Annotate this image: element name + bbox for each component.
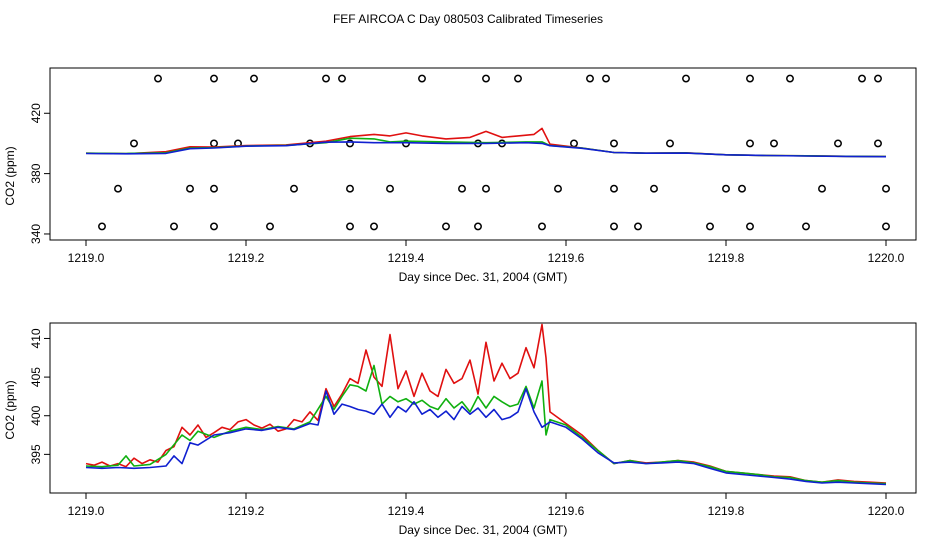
top-marker-point [130, 139, 138, 148]
bottom-x-tick-label: 1219.4 [388, 504, 425, 518]
bottom-y-tick-label: 410 [29, 328, 43, 348]
top-y-tick-label: 380 [29, 163, 43, 183]
top-marker-point [722, 184, 730, 193]
top-marker-point [682, 74, 690, 83]
top-marker-point [706, 222, 714, 231]
bottom-y-axis-label: CO2 (ppm) [3, 380, 17, 439]
top-marker-point [154, 74, 162, 83]
top-marker-point [290, 184, 298, 193]
top-marker-point [418, 74, 426, 83]
top-marker-point [514, 74, 522, 83]
top-marker-point [834, 139, 842, 148]
top-marker-point [786, 74, 794, 83]
top-marker-point [586, 74, 594, 83]
top-marker-point [482, 184, 490, 193]
top-marker-point [186, 184, 194, 193]
top-marker-point [338, 74, 346, 83]
top-series [85, 127, 887, 158]
top-marker-point [554, 184, 562, 193]
top-marker-point [770, 139, 778, 148]
bottom-x-tick-label: 1220.0 [868, 504, 905, 518]
top-marker-point [386, 184, 394, 193]
chart-title: FEF AIRCOA C Day 080503 Calibrated Times… [333, 12, 603, 26]
top-marker-point [210, 74, 218, 83]
top-y-tick-label: 420 [29, 103, 43, 123]
top-marker-point [210, 184, 218, 193]
top-x-tick-label: 1219.6 [548, 251, 585, 265]
top-x-ticks: 1219.0 1219.2 1219.4 1219.6 1219.8 1220.0 [68, 240, 905, 265]
top-marker-point [458, 184, 466, 193]
top-marker-point [442, 222, 450, 231]
bottom-series-blue [85, 387, 887, 486]
top-marker-point [210, 139, 218, 148]
top-y-axis-label: CO2 (ppm) [3, 146, 17, 205]
bottom-y-tick-label: 395 [29, 444, 43, 464]
bottom-series-red [85, 323, 887, 484]
top-x-tick-label: 1219.2 [228, 251, 265, 265]
top-x-tick-label: 1219.0 [68, 251, 105, 265]
bottom-series-green [85, 364, 887, 485]
top-marker-point [482, 74, 490, 83]
top-marker-point [666, 139, 674, 148]
top-marker-point [610, 184, 618, 193]
top-marker-point [874, 139, 882, 148]
bottom-x-tick-label: 1219.8 [708, 504, 745, 518]
top-marker-point [570, 139, 578, 148]
top-marker-point [610, 222, 618, 231]
top-x-tick-label: 1220.0 [868, 251, 905, 265]
top-markers [98, 74, 890, 231]
top-plot-frame [49, 67, 917, 241]
top-marker-point [802, 222, 810, 231]
top-marker-point [746, 74, 754, 83]
top-marker-point [346, 139, 354, 148]
top-series-blue [85, 141, 887, 158]
top-marker-point [250, 74, 258, 83]
top-marker-point [882, 222, 890, 231]
bottom-y-ticks: 395 400 405 410 [29, 328, 50, 464]
bottom-x-tick-label: 1219.2 [228, 504, 265, 518]
bottom-x-ticks: 1219.0 1219.2 1219.4 1219.6 1219.8 1220.0 [68, 493, 905, 518]
top-series-green [85, 137, 887, 158]
top-panel: 1219.0 1219.2 1219.4 1219.6 1219.8 1220.0 340… [3, 67, 917, 284]
bottom-series [85, 323, 887, 486]
bottom-x-tick-label: 1219.0 [68, 504, 105, 518]
top-marker-point [858, 74, 866, 83]
top-x-tick-label: 1219.8 [708, 251, 745, 265]
top-marker-point [322, 74, 330, 83]
top-marker-point [650, 184, 658, 193]
top-marker-point [746, 222, 754, 231]
top-marker-point [874, 74, 882, 83]
top-marker-point [746, 139, 754, 148]
top-marker-point [602, 74, 610, 83]
top-marker-point [818, 184, 826, 193]
bottom-x-axis-label: Day since Dec. 31, 2004 (GMT) [399, 523, 568, 537]
top-marker-point [370, 222, 378, 231]
top-marker-point [346, 222, 354, 231]
top-marker-point [474, 222, 482, 231]
top-marker-point [882, 184, 890, 193]
top-marker-point [210, 222, 218, 231]
top-y-ticks: 340 380 420 [29, 103, 50, 244]
top-x-axis-label: Day since Dec. 31, 2004 (GMT) [399, 270, 568, 284]
bottom-y-tick-label: 400 [29, 405, 43, 425]
bottom-y-tick-label: 405 [29, 367, 43, 387]
top-marker-point [738, 184, 746, 193]
top-x-tick-label: 1219.4 [388, 251, 425, 265]
top-y-tick-label: 340 [29, 224, 43, 244]
top-marker-point [634, 222, 642, 231]
top-marker-point [610, 139, 618, 148]
bottom-x-tick-label: 1219.6 [548, 504, 585, 518]
top-marker-point [538, 222, 546, 231]
top-marker-point [98, 222, 106, 231]
bottom-plot-frame [49, 322, 917, 494]
top-marker-point [266, 222, 274, 231]
bottom-panel: 1219.0 1219.2 1219.4 1219.6 1219.8 1220.0 395… [3, 322, 917, 537]
top-marker-point [346, 184, 354, 193]
top-marker-point [170, 222, 178, 231]
top-marker-point [114, 184, 122, 193]
